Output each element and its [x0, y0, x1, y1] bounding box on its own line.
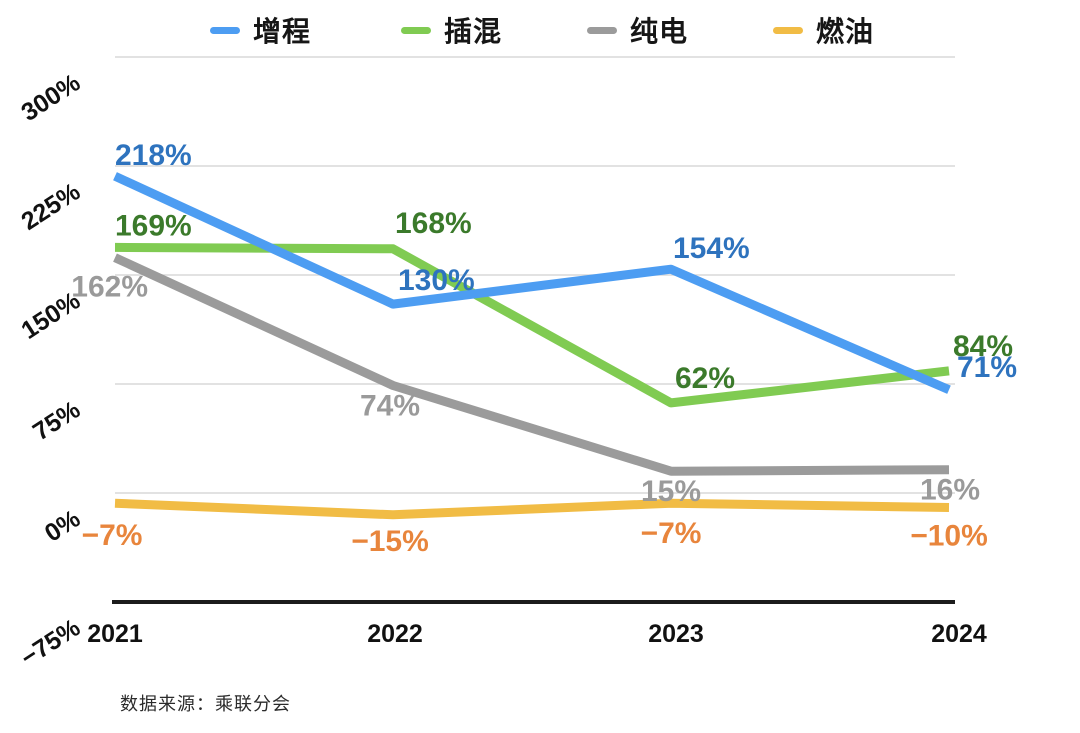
legend-swatch-phev	[401, 26, 431, 34]
y-axis-tick: 0%	[40, 505, 86, 548]
legend-swatch-erev	[210, 26, 240, 34]
data-label-bev: 74%	[360, 389, 420, 422]
x-axis-tick: 2021	[87, 620, 143, 648]
legend-label-erev: 增程	[253, 16, 312, 47]
legend-item-bev: 纯电	[587, 10, 688, 50]
data-label-bev: 162%	[71, 271, 148, 304]
data-label-phev: 84%	[953, 330, 1013, 363]
series-line-ice	[114, 498, 950, 520]
legend-item-ice: 燃油	[773, 10, 874, 50]
data-label-erev: 71%	[957, 351, 1017, 384]
x-axis-tick: 2022	[367, 620, 423, 648]
legend-label-ice: 燃油	[816, 16, 875, 47]
x-axis-tick: 2024	[931, 620, 987, 648]
series-line-erev	[113, 172, 951, 394]
data-label-ice: −10%	[910, 520, 988, 553]
data-label-ice: −7%	[641, 517, 702, 550]
data-label-phev: 62%	[675, 362, 735, 395]
data-label-erev: 218%	[115, 139, 192, 172]
data-label-ice: −15%	[351, 525, 429, 558]
legend-swatch-bev	[587, 26, 617, 34]
data-label-phev: 169%	[115, 209, 192, 242]
y-axis-tick: −75%	[16, 614, 85, 673]
series-line-phev	[114, 242, 950, 408]
legend-item-erev: 增程	[210, 10, 311, 50]
data-label-erev: 154%	[673, 232, 750, 265]
source-note: 数据来源：乘联分会	[120, 694, 291, 714]
data-label-phev: 168%	[395, 207, 472, 240]
series-line-bev	[113, 253, 950, 476]
legend-label-bev: 纯电	[630, 16, 689, 47]
legend-swatch-ice	[773, 26, 803, 34]
data-label-bev: 15%	[641, 475, 701, 508]
data-label-bev: 16%	[920, 474, 980, 507]
y-axis-tick: 300%	[16, 69, 85, 127]
legend: 增程 插混 纯电 燃油	[0, 10, 1080, 54]
y-axis-tick: 225%	[16, 178, 85, 236]
legend-label-phev: 插混	[444, 16, 503, 47]
data-label-ice: −7%	[82, 519, 143, 552]
data-label-erev: 130%	[398, 264, 475, 297]
y-axis-tick: 75%	[28, 396, 85, 447]
x-axis-tick: 2023	[648, 620, 704, 648]
legend-item-phev: 插混	[401, 10, 502, 50]
